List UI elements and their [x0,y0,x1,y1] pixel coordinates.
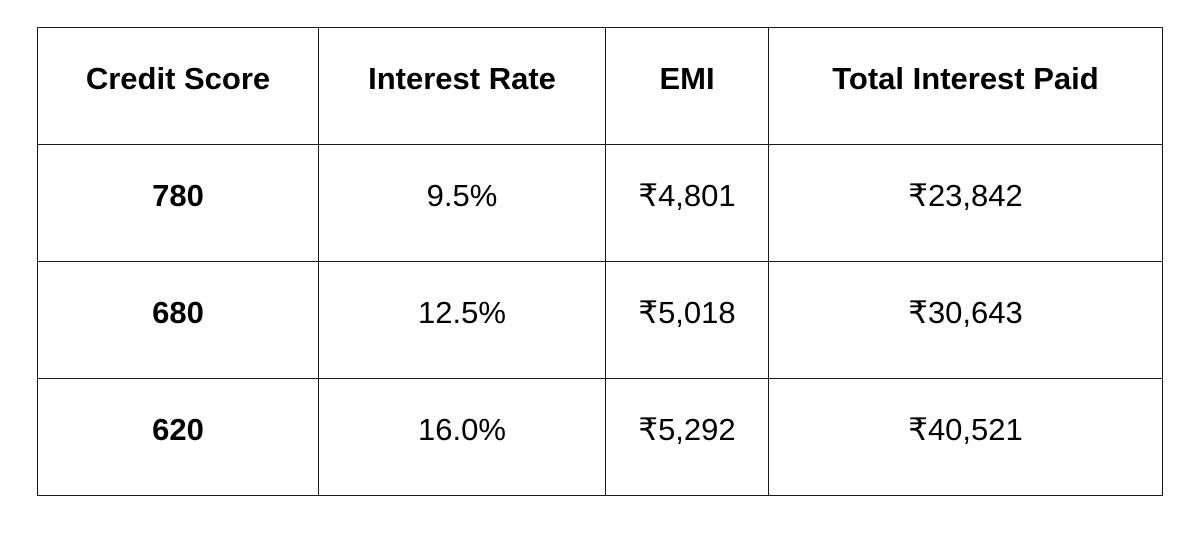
cell-emi: ₹5,018 [605,261,769,379]
cell-total-interest-paid: ₹30,643 [768,261,1163,379]
table-row: 780 9.5% ₹4,801 ₹23,842 [37,144,1163,262]
cell-total-interest-paid: ₹23,842 [768,144,1163,262]
table-row: 680 12.5% ₹5,018 ₹30,643 [37,261,1163,379]
header-emi: EMI [605,27,769,145]
cell-interest-rate: 12.5% [318,261,606,379]
header-total-interest-paid: Total Interest Paid [768,27,1163,145]
cell-credit-score: 620 [37,378,319,496]
cell-interest-rate: 16.0% [318,378,606,496]
cell-interest-rate: 9.5% [318,144,606,262]
cell-emi: ₹5,292 [605,378,769,496]
credit-score-comparison-table: Credit Score Interest Rate EMI Total Int… [37,27,1163,496]
cell-total-interest-paid: ₹40,521 [768,378,1163,496]
header-credit-score: Credit Score [37,27,319,145]
cell-credit-score: 680 [37,261,319,379]
table-row: 620 16.0% ₹5,292 ₹40,521 [37,378,1163,496]
cell-credit-score: 780 [37,144,319,262]
cell-emi: ₹4,801 [605,144,769,262]
table-header-row: Credit Score Interest Rate EMI Total Int… [37,27,1163,145]
header-interest-rate: Interest Rate [318,27,606,145]
